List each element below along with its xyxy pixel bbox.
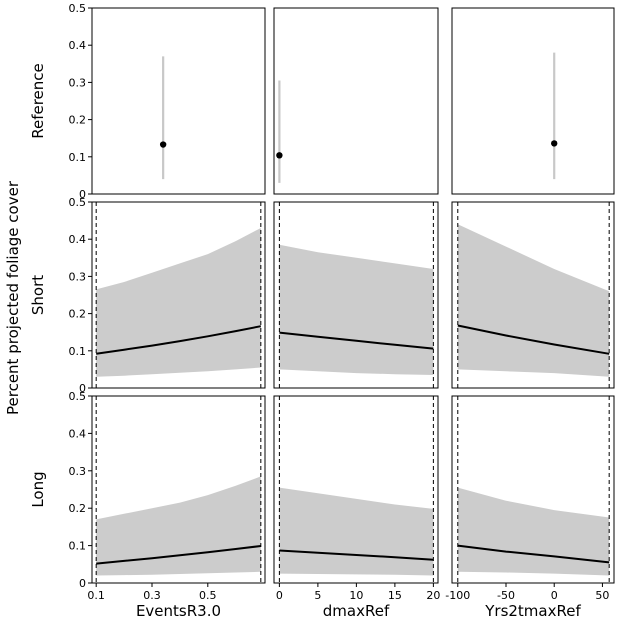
x-tick-label: 50: [595, 589, 609, 602]
x-tick-label: 0.3: [143, 589, 161, 602]
y-tick-label: 0.5: [69, 2, 87, 15]
fitted-line: [457, 544, 610, 564]
row-label-reference: Reference: [29, 63, 47, 139]
fitted-line: [279, 549, 434, 561]
estimate-point: [551, 140, 558, 147]
y-tick-label: 0.2: [69, 308, 87, 321]
x-tick-label: -50: [497, 589, 515, 602]
panel-border: [451, 201, 615, 389]
y-tick-label: 0.1: [69, 151, 87, 164]
panel-reference-0: 0 0.1 0.2 0.3 0.4 0.5: [69, 2, 266, 201]
panel-long-2: -100 -50 0 50: [445, 395, 615, 602]
x-axis-title: EventsR3.0: [136, 602, 221, 620]
confidence-band: [96, 228, 261, 377]
y-tick-label: 0.3: [69, 465, 87, 478]
panel-long-0: 00.10.20.30.40.50.1 0.3 0.5: [69, 390, 266, 602]
row-label-long: Long: [29, 471, 47, 507]
row-label-short: Short: [29, 275, 47, 315]
y-axis-title: Percent projected foliage cover: [4, 180, 22, 415]
panel-border: [91, 201, 266, 389]
y-tick-label: 0: [79, 188, 86, 201]
panel-long-1: 0 5 10 15 20: [273, 395, 440, 602]
x-tick-label: 5: [314, 589, 321, 602]
y-tick-label: 0.4: [69, 233, 87, 246]
estimate-point: [159, 141, 167, 148]
x-tick-label: 0.5: [199, 589, 217, 602]
y-tick-label: 0.1: [69, 345, 87, 358]
y-tick-label: 0.1: [69, 540, 87, 553]
y-tick-label: 0.5: [69, 390, 87, 403]
y-tick-label: 0: [79, 382, 86, 395]
y-tick-label: 0.2: [69, 502, 87, 515]
panel-reference-2: [451, 7, 615, 195]
x-axis-title: dmaxRef: [323, 602, 390, 620]
panel-reference-1: [273, 7, 439, 195]
panel-border: [273, 201, 439, 389]
panel-border: [91, 7, 266, 195]
fitted-line: [457, 324, 610, 355]
y-tick-label: 0.3: [69, 76, 87, 89]
panel-border: [451, 7, 615, 195]
x-tick-label: 0: [276, 589, 283, 602]
x-tick-label: 20: [426, 589, 440, 602]
estimate-point: [276, 152, 283, 159]
x-axis-title: Yrs2tmaxRef: [484, 602, 581, 620]
confidence-band: [457, 487, 610, 576]
y-tick-label: 0.4: [69, 39, 87, 52]
x-tick-label: 0: [551, 589, 558, 602]
y-tick-label: 0: [79, 577, 86, 590]
y-tick-label: 0.2: [69, 114, 87, 127]
panel-short-2: [451, 201, 615, 389]
x-tick-label: 10: [349, 589, 363, 602]
x-tick-label: -100: [445, 589, 470, 602]
confidence-band: [457, 224, 610, 377]
panel-border: [273, 7, 439, 195]
panel-border: [91, 395, 266, 584]
confidence-band: [279, 244, 434, 375]
x-tick-label: 15: [388, 589, 402, 602]
panel-border: [451, 395, 615, 584]
confidence-band: [279, 487, 434, 576]
fitted-line: [96, 325, 261, 355]
fitted-line: [96, 545, 261, 565]
panel-short-0: 0 0.1 0.2 0.3 0.4 0.5: [69, 196, 266, 395]
x-tick-label: 0.1: [87, 589, 105, 602]
fitted-line: [279, 331, 434, 350]
y-tick-label: 0.4: [69, 427, 87, 440]
panel-short-1: [273, 201, 439, 389]
y-tick-label: 0.3: [69, 270, 87, 283]
y-tick-label: 0.5: [69, 196, 87, 209]
